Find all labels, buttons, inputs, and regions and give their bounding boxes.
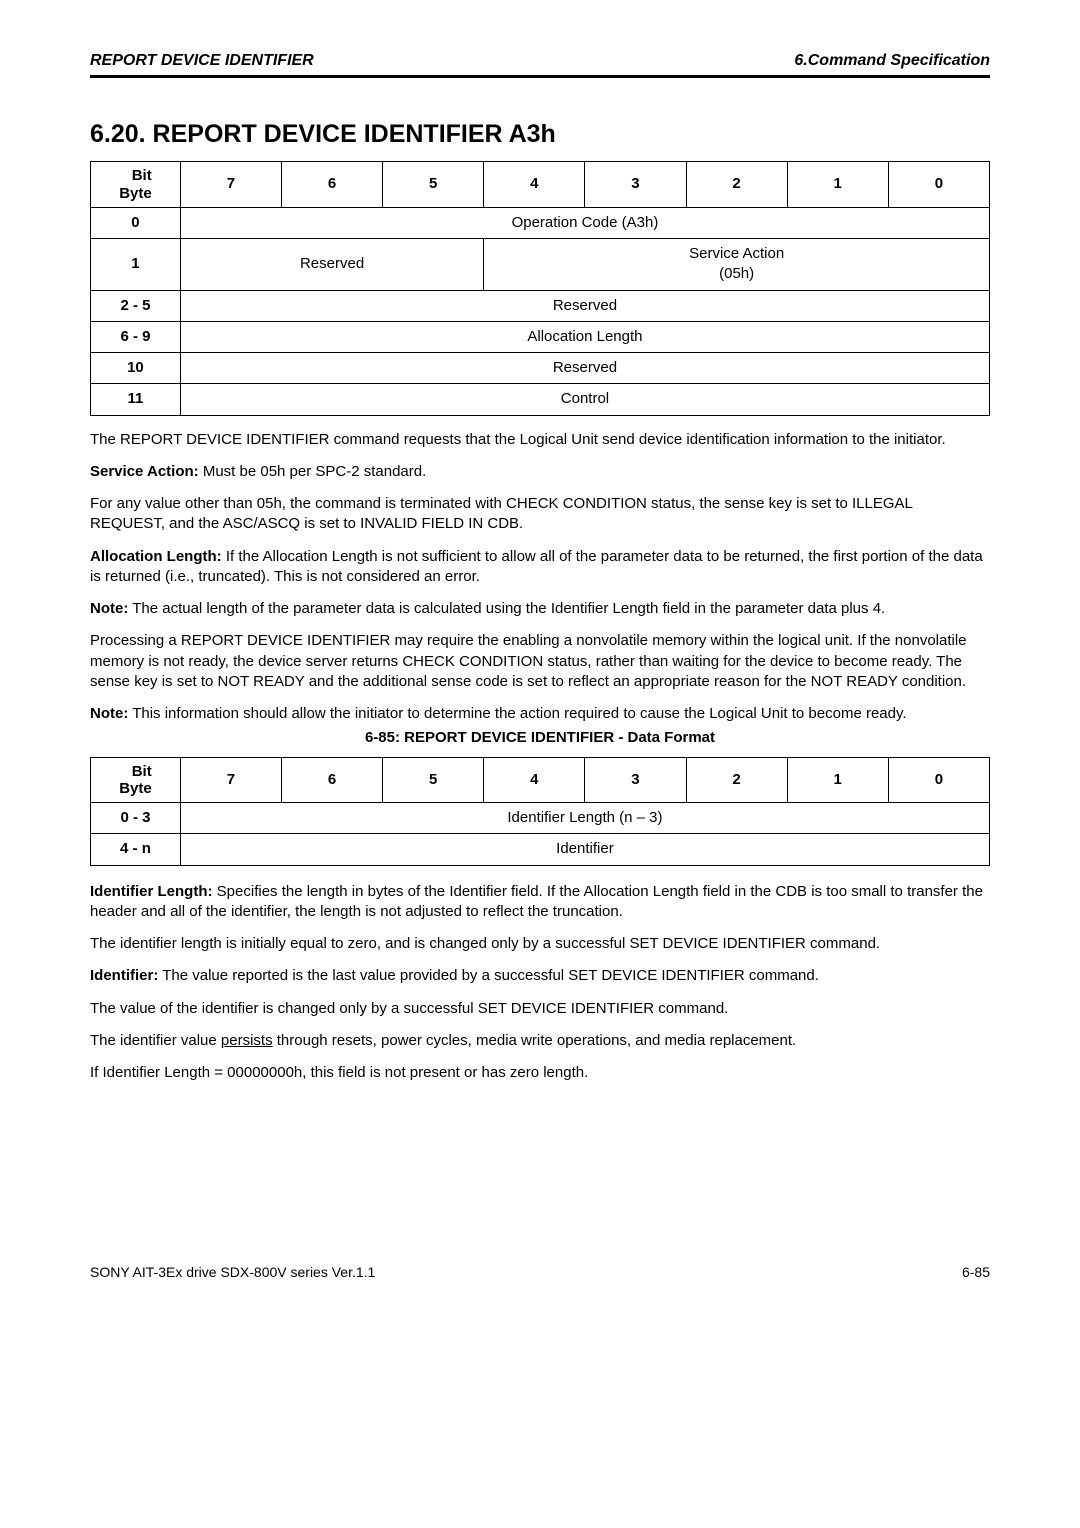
service-action-cell: Service Action (05h) <box>484 239 990 291</box>
col-4: 4 <box>484 162 585 208</box>
col-5: 5 <box>383 757 484 803</box>
text: This information should allow the initia… <box>128 705 906 722</box>
paragraph: The value of the identifier is changed o… <box>90 999 990 1019</box>
table-row: 11 Control <box>91 384 990 415</box>
byte-label: Byte <box>119 780 152 797</box>
paragraph: Identifier Length: Specifies the length … <box>90 882 990 923</box>
paragraph: Service Action: Must be 05h per SPC-2 st… <box>90 462 990 482</box>
col-1: 1 <box>787 757 888 803</box>
col-2: 2 <box>686 757 787 803</box>
col-7: 7 <box>180 162 281 208</box>
table-row: 0 Operation Code (A3h) <box>91 207 990 238</box>
label: Service Action: <box>90 463 199 480</box>
row-label: 10 <box>91 353 181 384</box>
text: If the Allocation Length is not sufficie… <box>90 548 983 585</box>
section-title: 6.20. REPORT DEVICE IDENTIFIER A3h <box>90 118 990 152</box>
col-5: 5 <box>383 162 484 208</box>
bitbyte-header: Bit Byte <box>91 162 181 208</box>
text: The identifier value <box>90 1032 221 1049</box>
table-row: 2 - 5 Reserved <box>91 290 990 321</box>
col-1: 1 <box>787 162 888 208</box>
col-4: 4 <box>484 757 585 803</box>
col-6: 6 <box>282 162 383 208</box>
table-row: 0 - 3 Identifier Length (n – 3) <box>91 803 990 834</box>
opcode-cell: Operation Code (A3h) <box>180 207 989 238</box>
allocation-length-cell: Allocation Length <box>180 321 989 352</box>
reserved-cell: Reserved <box>180 353 989 384</box>
bitbyte-header: Bit Byte <box>91 757 181 803</box>
row-label: 0 <box>91 207 181 238</box>
row-label: 11 <box>91 384 181 415</box>
col-7: 7 <box>180 757 281 803</box>
table-row: 1 Reserved Service Action (05h) <box>91 239 990 291</box>
col-3: 3 <box>585 162 686 208</box>
row-label: 6 - 9 <box>91 321 181 352</box>
col-6: 6 <box>282 757 383 803</box>
paragraph: Processing a REPORT DEVICE IDENTIFIER ma… <box>90 631 990 692</box>
bit-label: Bit <box>132 763 152 780</box>
label: Note: <box>90 705 128 722</box>
paragraph: The REPORT DEVICE IDENTIFIER command req… <box>90 430 990 450</box>
row-label: 2 - 5 <box>91 290 181 321</box>
data-format-table: Bit Byte 7 6 5 4 3 2 1 0 0 - 3 Identifie… <box>90 757 990 866</box>
paragraph: For any value other than 05h, the comman… <box>90 494 990 535</box>
label: Note: <box>90 600 128 617</box>
table-header-row: Bit Byte 7 6 5 4 3 2 1 0 <box>91 162 990 208</box>
paragraph: Note: This information should allow the … <box>90 704 990 724</box>
col-2: 2 <box>686 162 787 208</box>
col-3: 3 <box>585 757 686 803</box>
row-label: 1 <box>91 239 181 291</box>
header-left: REPORT DEVICE IDENTIFIER <box>90 50 314 72</box>
footer-right: 6-85 <box>962 1263 990 1282</box>
control-cell: Control <box>180 384 989 415</box>
table-row: 4 - n Identifier <box>91 834 990 865</box>
text: The actual length of the parameter data … <box>128 600 885 617</box>
footer-left: SONY AIT-3Ex drive SDX-800V series Ver.1… <box>90 1263 375 1282</box>
label: Identifier: <box>90 967 158 984</box>
table-row: 10 Reserved <box>91 353 990 384</box>
underlined-text: persists <box>221 1032 273 1049</box>
row-label: 4 - n <box>91 834 181 865</box>
paragraph: Allocation Length: If the Allocation Len… <box>90 547 990 588</box>
paragraph: The identifier value persists through re… <box>90 1031 990 1051</box>
text: Specifies the length in bytes of the Ide… <box>90 883 983 920</box>
reserved-cell: Reserved <box>180 239 483 291</box>
identifier-length-cell: Identifier Length (n – 3) <box>180 803 989 834</box>
paragraph: The identifier length is initially equal… <box>90 934 990 954</box>
paragraph: Note: The actual length of the parameter… <box>90 599 990 619</box>
row-label: 0 - 3 <box>91 803 181 834</box>
byte-label: Byte <box>119 185 152 202</box>
text: through resets, power cycles, media writ… <box>273 1032 797 1049</box>
text: The value reported is the last value pro… <box>158 967 819 984</box>
cdb-table: Bit Byte 7 6 5 4 3 2 1 0 0 Operation Cod… <box>90 161 990 415</box>
page-header: REPORT DEVICE IDENTIFIER 6.Command Speci… <box>90 50 990 78</box>
header-right: 6.Command Specification <box>794 50 990 72</box>
paragraph: If Identifier Length = 00000000h, this f… <box>90 1063 990 1083</box>
col-0: 0 <box>888 162 989 208</box>
col-0: 0 <box>888 757 989 803</box>
label: Allocation Length: <box>90 548 222 565</box>
reserved-cell: Reserved <box>180 290 989 321</box>
identifier-cell: Identifier <box>180 834 989 865</box>
label: Identifier Length: <box>90 883 213 900</box>
table-caption: 6-85: REPORT DEVICE IDENTIFIER - Data Fo… <box>90 728 990 748</box>
table-header-row: Bit Byte 7 6 5 4 3 2 1 0 <box>91 757 990 803</box>
table-row: 6 - 9 Allocation Length <box>91 321 990 352</box>
paragraph: Identifier: The value reported is the la… <box>90 966 990 986</box>
bit-label: Bit <box>132 167 152 184</box>
text: Must be 05h per SPC-2 standard. <box>199 463 427 480</box>
page-footer: SONY AIT-3Ex drive SDX-800V series Ver.1… <box>90 1263 990 1282</box>
